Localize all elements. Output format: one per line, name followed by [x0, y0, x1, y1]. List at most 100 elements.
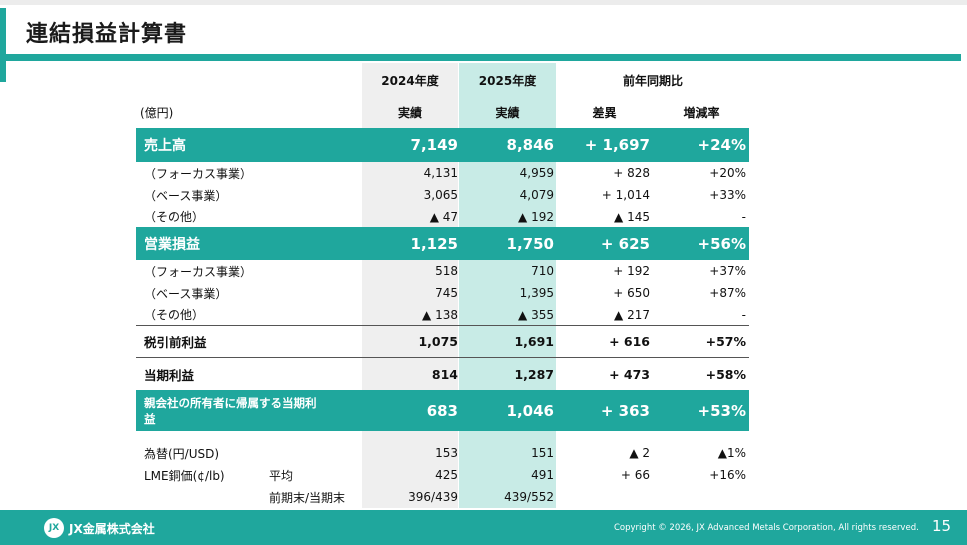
value-diff: ▲ 145	[614, 209, 650, 224]
value-2024: 1,075	[418, 334, 458, 349]
jx-logo-icon: JX	[44, 518, 64, 538]
value-2025: 1,287	[514, 366, 554, 382]
row-label: 当期利益	[144, 367, 195, 383]
value-2024: 1,125	[410, 234, 458, 253]
value-2025: 1,691	[514, 334, 554, 349]
copyright-text: Copyright © 2026, JX Advanced Metals Cor…	[614, 523, 919, 533]
value-2024: 3,065	[423, 188, 458, 202]
row-label: （フォーカス事業）	[144, 166, 253, 181]
value-2024: 425	[435, 468, 458, 482]
value-diff: + 473	[609, 366, 650, 382]
value-2025: 8,846	[506, 136, 554, 154]
value-diff: + 1,697	[584, 136, 650, 154]
table-row-revenue: 売上高 7,149 8,846 + 1,697 +24%	[136, 128, 749, 162]
value-2025: ▲ 192	[518, 209, 554, 224]
table-row: （ベース事業） 745 1,395 + 650 +87%	[136, 282, 749, 304]
value-2024: 518	[435, 264, 458, 278]
row-label: 営業損益	[144, 236, 200, 253]
value-rate: +20%	[709, 166, 746, 180]
table-row-net-profit: 当期利益 814 1,287 + 473 +58%	[136, 358, 749, 390]
row-sublabel: 平均	[269, 468, 294, 483]
row-label: （ベース事業）	[144, 188, 228, 203]
row-label: （その他）	[144, 308, 205, 322]
value-2024: 745	[435, 286, 458, 300]
value-rate: +37%	[709, 264, 746, 278]
row-label: 売上高	[144, 138, 186, 154]
table-row: （フォーカス事業） 518 710 + 192 +37%	[136, 260, 749, 282]
value-2024: 683	[426, 401, 458, 420]
row-divider	[136, 325, 749, 326]
value-rate: -	[741, 209, 746, 224]
table-row-lme-period-end: 前期末/当期末 396/439 439/552	[136, 486, 749, 508]
value-rate: +33%	[709, 188, 746, 202]
row-divider	[136, 357, 749, 358]
table-row: （フォーカス事業） 4,131 4,959 + 828 +20%	[136, 162, 749, 184]
value-2024: 153	[435, 446, 458, 460]
value-rate: ▲1%	[717, 446, 746, 460]
row-label: 親会社の所有者に帰属する当期利益	[144, 395, 317, 426]
value-2025: 491	[531, 468, 554, 482]
header-fy2025: 2025年度	[478, 74, 537, 88]
value-rate: +24%	[697, 136, 746, 154]
value-diff: + 650	[613, 286, 650, 300]
value-diff: + 828	[613, 166, 650, 180]
value-rate: +53%	[697, 401, 746, 420]
title-underline	[6, 54, 961, 61]
company-name: JX金属株式会社	[69, 521, 155, 536]
value-2024: ▲ 138	[422, 307, 458, 322]
value-2025: 1,046	[506, 401, 554, 420]
table-row-profit-attributable: 親会社の所有者に帰属する当期利益 683 1,046 + 363 +53%	[136, 390, 749, 431]
row-label: （ベース事業）	[144, 286, 228, 301]
value-2024: 814	[431, 366, 458, 382]
table-row: （ベース事業） 3,065 4,079 + 1,014 +33%	[136, 184, 749, 206]
value-rate: +56%	[697, 234, 746, 253]
row-label: LME銅価(¢/lb)	[144, 468, 225, 483]
value-diff: + 66	[620, 468, 650, 482]
value-rate: +16%	[709, 468, 746, 482]
value-diff: + 1,014	[601, 188, 650, 202]
header-actual-2025: 実績	[495, 106, 520, 120]
value-2025: 710	[531, 264, 554, 278]
value-2025: 4,079	[519, 188, 554, 202]
row-label: （フォーカス事業）	[144, 264, 253, 279]
value-rate: +58%	[705, 366, 746, 382]
value-diff: + 363	[600, 401, 650, 420]
title-accent-bar	[0, 8, 6, 82]
company-logo: JX JX金属株式会社	[44, 518, 155, 538]
value-2024: ▲ 47	[429, 209, 458, 224]
value-2025: 1,750	[506, 234, 554, 253]
header-yoy: 前年同期比	[622, 74, 683, 88]
footer: JX JX金属株式会社 Copyright © 2026, JX Advance…	[0, 510, 967, 545]
value-2025: 439/552	[504, 490, 554, 504]
header-diff: 差異	[592, 106, 617, 120]
value-2025: 4,959	[519, 166, 554, 180]
header-actual-2024: 実績	[397, 106, 422, 120]
value-2024: 7,149	[410, 136, 458, 154]
table-row-pretax-profit: 税引前利益 1,075 1,691 + 616 +57%	[136, 326, 749, 357]
value-2025: 151	[531, 446, 554, 460]
row-label: 為替(円/USD)	[144, 446, 220, 461]
value-2024: 4,131	[423, 166, 458, 180]
value-2025: ▲ 355	[518, 307, 554, 322]
table-row: （その他） ▲ 138 ▲ 355 ▲ 217 -	[136, 304, 749, 325]
unit-label: (億円)	[140, 106, 174, 120]
row-sublabel: 前期末/当期末	[269, 490, 346, 505]
value-rate: +57%	[705, 334, 746, 349]
table-row-exchange-rate: 為替(円/USD) 153 151 ▲ 2 ▲1%	[136, 442, 749, 464]
table-row-lme-copper: LME銅価(¢/lb) 平均 425 491 + 66 +16%	[136, 464, 749, 486]
value-rate: +87%	[709, 286, 746, 300]
page-title: 連結損益計算書	[26, 22, 188, 47]
value-diff: ▲ 217	[614, 307, 650, 322]
value-rate: -	[741, 307, 746, 322]
value-2025: 1,395	[519, 286, 554, 300]
value-diff: + 616	[609, 334, 650, 349]
row-label: （その他）	[144, 210, 205, 224]
header-rate: 増減率	[683, 106, 720, 120]
page-number: 15	[932, 517, 952, 535]
value-diff: ▲ 2	[629, 446, 650, 460]
value-diff: + 192	[613, 264, 650, 278]
header-fy2024: 2024年度	[381, 74, 439, 88]
value-2024: 396/439	[408, 490, 458, 504]
table-row-operating-profit: 営業損益 1,125 1,750 + 625 +56%	[136, 227, 749, 260]
top-border	[0, 0, 967, 5]
